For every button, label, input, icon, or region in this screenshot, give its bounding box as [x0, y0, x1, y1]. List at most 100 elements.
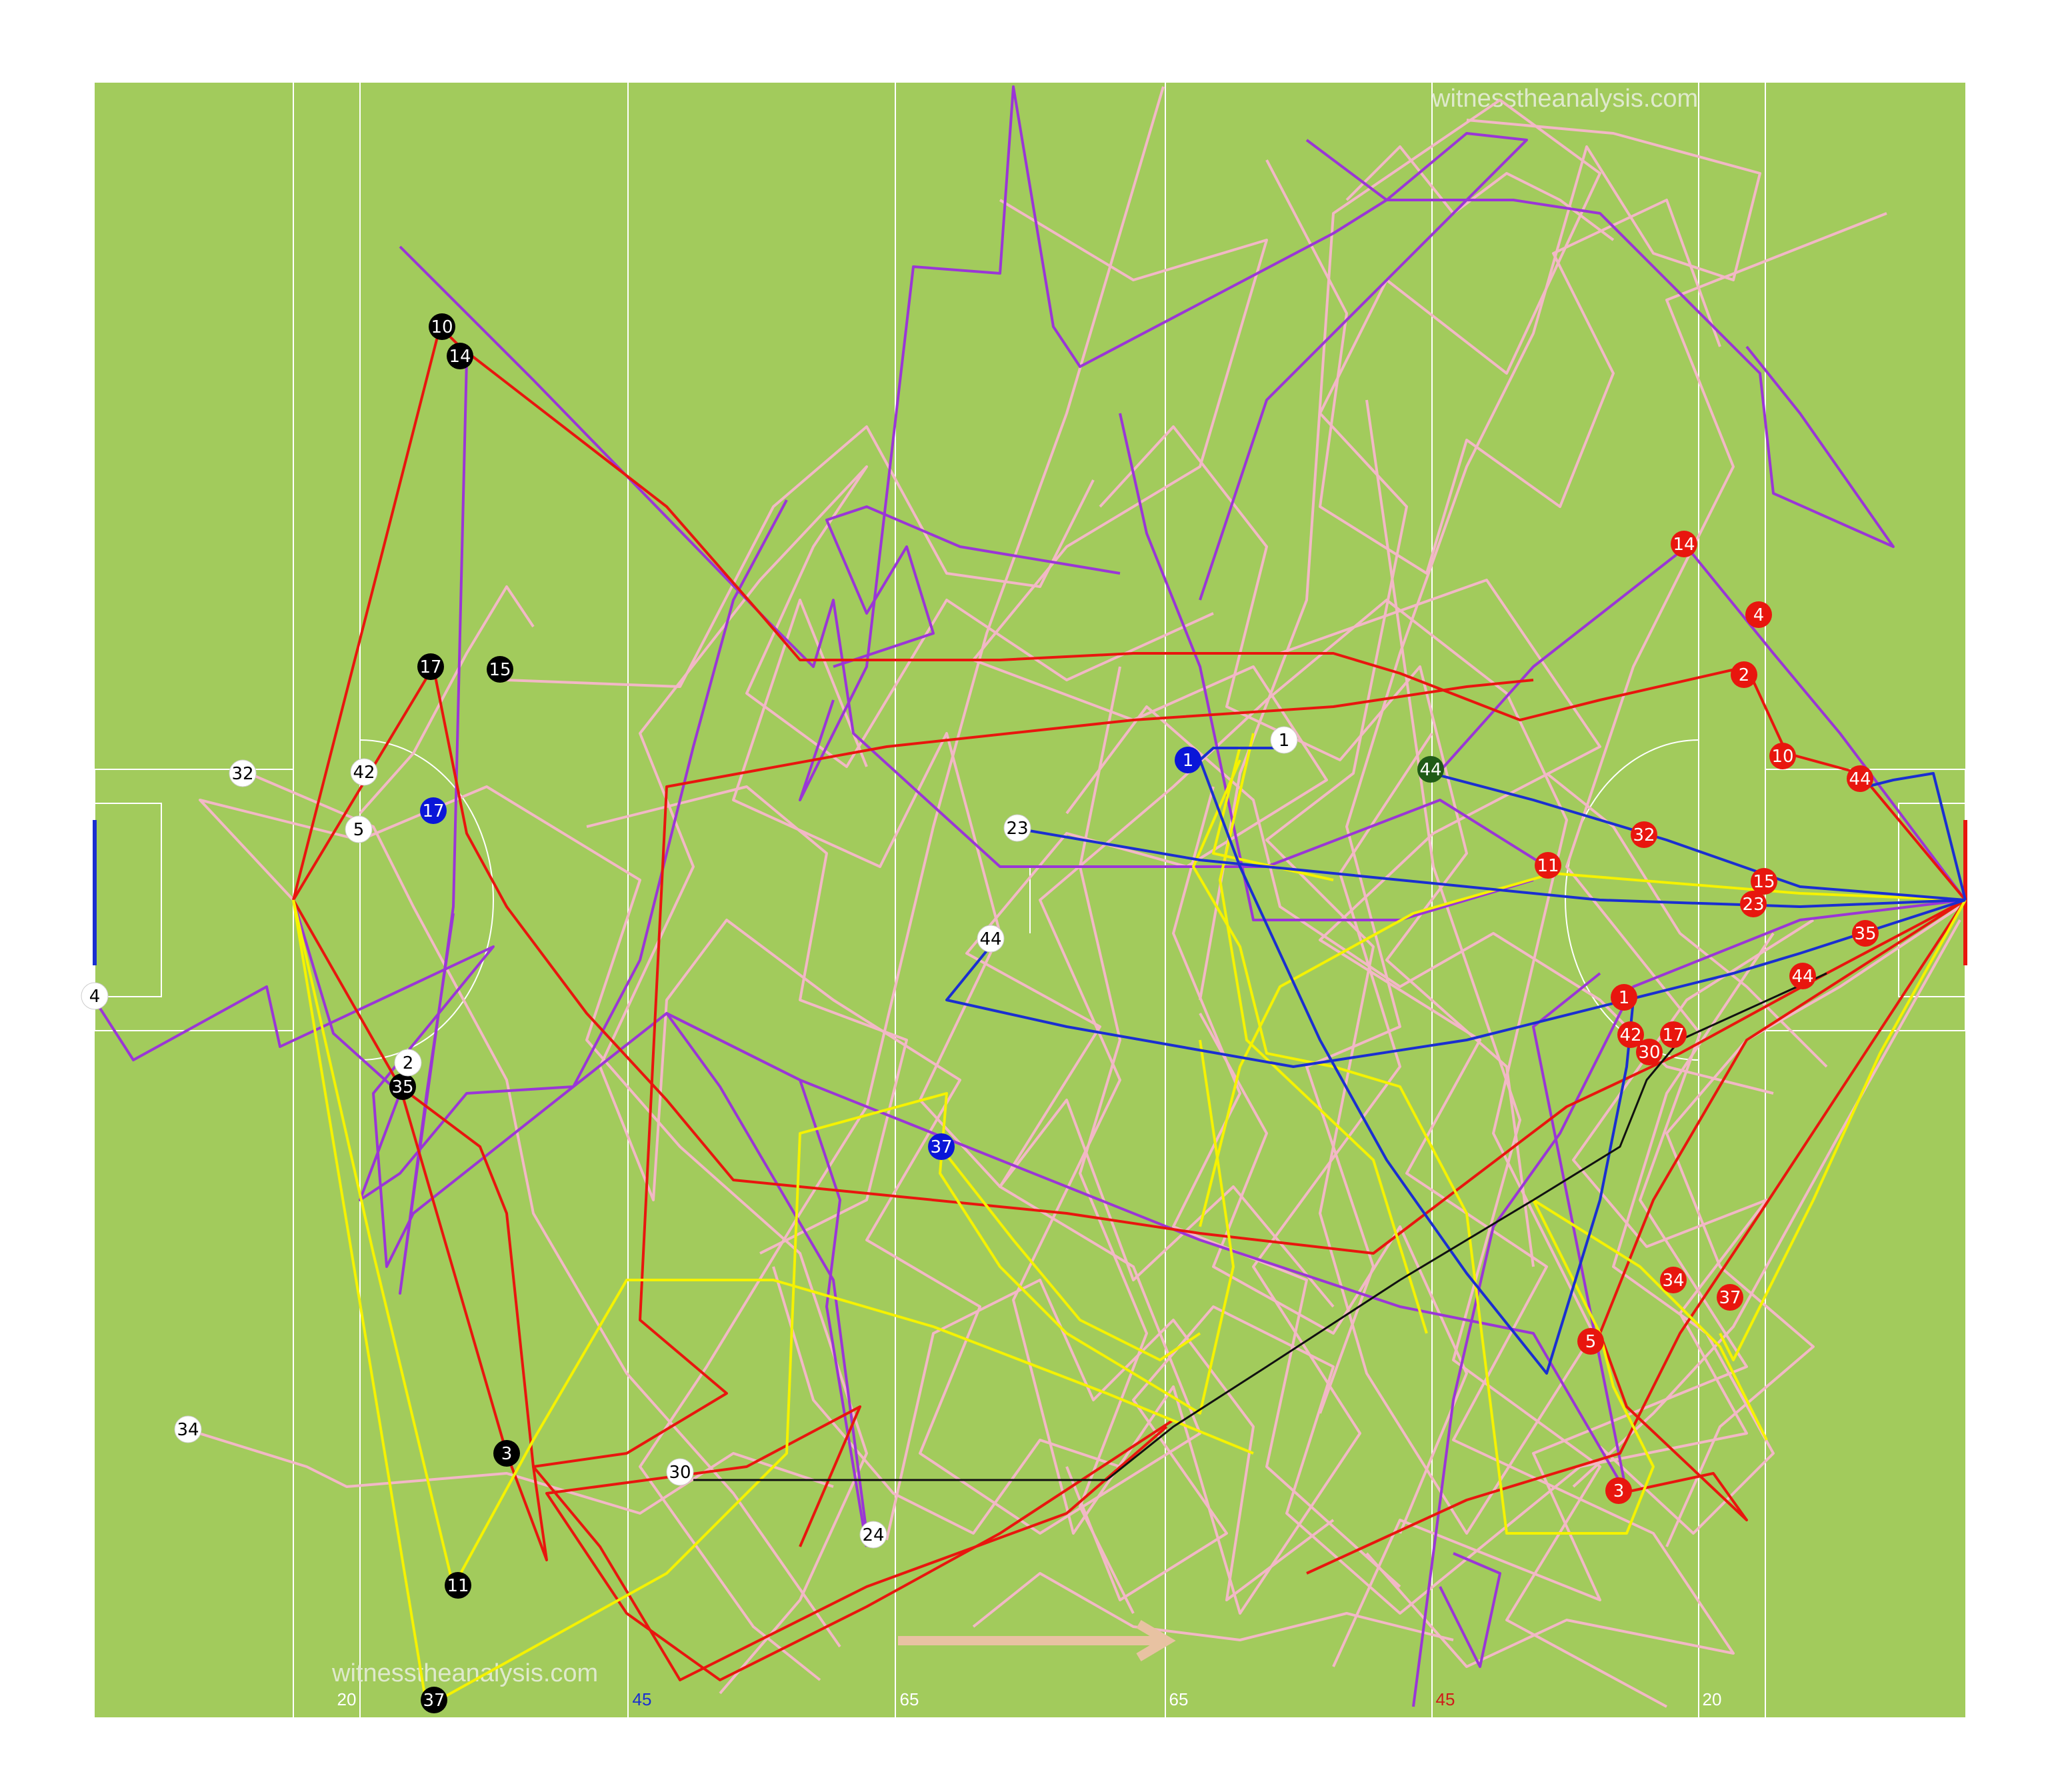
player-marker: 35	[1852, 920, 1879, 947]
player-marker: 37	[421, 1687, 447, 1713]
player-marker-dot	[445, 1572, 471, 1599]
pink-trace	[772, 1266, 1121, 1535]
player-marker-dot	[1003, 814, 1031, 842]
player-marker: 35	[389, 1073, 416, 1100]
player-marker: 14	[1671, 531, 1697, 557]
player-marker-label: 17	[422, 801, 444, 821]
player-marker: 3	[1605, 1477, 1632, 1504]
yellow-trace	[1212, 746, 1334, 881]
player-marker: 15	[487, 656, 513, 683]
player-marker-dot	[1631, 821, 1657, 848]
player-marker: 37	[928, 1133, 955, 1160]
player-marker-label: 37	[423, 1691, 445, 1711]
player-marker: 1	[1175, 747, 1201, 773]
player-marker-dot	[1605, 1477, 1632, 1504]
yellow-traces	[292, 733, 1967, 1708]
player-marker-dot	[666, 1458, 694, 1486]
player-marker: 34	[1660, 1267, 1687, 1293]
player-marker-label: 15	[489, 660, 511, 680]
player-marker-label: 44	[1419, 760, 1441, 780]
player-marker-label: 34	[177, 1420, 199, 1440]
pink-trace	[1305, 119, 1761, 1414]
blue-trace	[1431, 772, 1966, 901]
player-marker-label: 3	[1613, 1481, 1625, 1501]
pink-trace	[1099, 425, 1535, 1267]
pink-trace	[1345, 145, 1615, 241]
player-marker-label: 23	[1006, 819, 1028, 839]
player-marker: 11	[1535, 852, 1561, 879]
player-marker-label: 35	[391, 1077, 413, 1097]
red-trace	[545, 1405, 1175, 1681]
black-trace	[693, 972, 1827, 1481]
red-traces	[292, 325, 1967, 1681]
player-marker-dot	[1731, 661, 1757, 688]
pink-trace	[1279, 579, 1735, 1668]
distance-label: 20	[1703, 1689, 1722, 1709]
player-marker: 30	[1636, 1039, 1663, 1065]
player-marker-label: 24	[862, 1525, 884, 1545]
player-marker: 10	[429, 313, 455, 340]
player-marker-label: 4	[1753, 605, 1765, 625]
blue-trace	[1199, 747, 1293, 761]
player-marker-dot	[1740, 891, 1767, 917]
player-marker-dot	[229, 759, 257, 787]
player-marker: 34	[174, 1415, 202, 1443]
player-marker-label: 44	[1849, 769, 1871, 789]
pink-trace	[1665, 905, 1961, 1547]
player-marker-dot	[1671, 531, 1697, 557]
player-marker-label: 44	[1791, 967, 1813, 987]
distance-label: 45	[1436, 1689, 1455, 1709]
player-marker: 1	[1611, 984, 1637, 1011]
player-marker: 5	[345, 815, 373, 843]
player-marker-dot	[429, 313, 455, 340]
red-trace	[399, 679, 1534, 1468]
player-marker-dot	[1417, 756, 1444, 783]
yellow-trace	[1192, 759, 1768, 1535]
player-marker-label: 4	[89, 987, 101, 1007]
pink-trace	[885, 1279, 1335, 1601]
player-marker-label: 42	[353, 763, 375, 783]
player-marker-dot	[1789, 963, 1816, 989]
player-marker: 17	[1660, 1021, 1687, 1048]
purple-trace	[399, 359, 468, 1295]
yellow-trace	[292, 899, 455, 1587]
distance-label: 45	[633, 1689, 652, 1709]
player-marker-label: 3	[501, 1444, 513, 1464]
player-marker: 30	[666, 1458, 694, 1486]
player-marker-dot	[1535, 852, 1561, 879]
pink-trace	[253, 774, 841, 1648]
distance-label: 65	[900, 1689, 919, 1709]
blue-trace	[1199, 759, 1635, 1375]
pink-trace	[506, 425, 1095, 688]
red-trace	[292, 899, 1168, 1681]
distance-labels: 20 45 65 65 45 20	[337, 1689, 1722, 1709]
player-marker: 44	[977, 925, 1005, 953]
player-marker: 44	[1417, 756, 1444, 783]
distance-label: 65	[1169, 1689, 1189, 1709]
player-marker-label: 1	[1619, 988, 1630, 1008]
yellow-trace	[452, 1279, 1254, 1587]
pink-trace	[972, 1572, 1454, 1641]
player-marker-label: 30	[669, 1463, 691, 1483]
player-marker-dot	[1175, 747, 1201, 773]
player-marker-label: 34	[1662, 1271, 1684, 1291]
player-marker: 4	[81, 982, 109, 1010]
player-marker: 44	[1789, 963, 1816, 989]
player-marker-label: 2	[403, 1053, 414, 1073]
player-marker-dot	[493, 1440, 520, 1467]
player-marker-dot	[1660, 1021, 1687, 1048]
player-marker-label: 1	[1279, 731, 1290, 751]
player-marker-label: 32	[231, 764, 253, 784]
purple-trace	[799, 85, 1528, 801]
purple-trace	[1431, 545, 1967, 901]
pink-trace	[639, 86, 1165, 1681]
player-marker-dot	[1660, 1267, 1687, 1293]
yellow-trace	[292, 899, 428, 1707]
player-marker-label: 42	[1619, 1025, 1641, 1045]
pink-trace	[190, 1429, 834, 1515]
player-marker: 4	[1745, 601, 1772, 628]
pink-trace	[1332, 212, 1887, 1667]
player-marker-dot	[1852, 920, 1879, 947]
purple-trace	[1412, 899, 1966, 1707]
